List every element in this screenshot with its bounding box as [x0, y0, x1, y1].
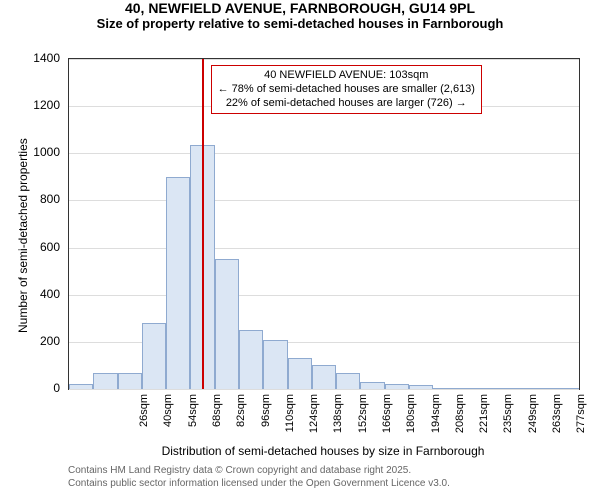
- histogram-bar: [433, 388, 457, 389]
- histogram-bar: [93, 373, 117, 390]
- x-axis-label: Distribution of semi-detached houses by …: [68, 444, 578, 458]
- histogram-bar: [142, 323, 166, 389]
- histogram-bar: [263, 340, 287, 390]
- histogram-bar: [69, 384, 93, 389]
- footer-line2: Contains public sector information licen…: [68, 477, 450, 490]
- chart-title-line1: 40, NEWFIELD AVENUE, FARNBOROUGH, GU14 9…: [0, 0, 600, 16]
- gridline: [69, 248, 579, 249]
- y-tick-label: 800: [0, 192, 60, 206]
- histogram-bar: [215, 259, 239, 389]
- marker-line: [202, 59, 204, 389]
- footer-line1: Contains HM Land Registry data © Crown c…: [68, 464, 450, 477]
- chart-footer: Contains HM Land Registry data © Crown c…: [68, 464, 450, 490]
- y-tick-label: 600: [0, 240, 60, 254]
- histogram-bar: [506, 388, 530, 389]
- plot-area: 40 NEWFIELD AVENUE: 103sqm← 78% of semi-…: [68, 58, 580, 390]
- annotation-line: 40 NEWFIELD AVENUE: 103sqm: [218, 69, 475, 83]
- histogram-bar: [530, 388, 554, 389]
- histogram-bar: [385, 384, 409, 389]
- histogram-bar: [166, 177, 190, 389]
- annotation-line: ← 78% of semi-detached houses are smalle…: [218, 83, 475, 97]
- histogram-bar: [312, 365, 336, 389]
- gridline: [69, 295, 579, 296]
- gridline: [69, 153, 579, 154]
- y-tick-label: 1000: [0, 145, 60, 159]
- annotation-line: 22% of semi-detached houses are larger (…: [218, 97, 475, 111]
- y-tick-label: 1400: [0, 51, 60, 65]
- histogram-bar: [458, 388, 482, 389]
- chart-title-line2: Size of property relative to semi-detach…: [0, 16, 600, 31]
- histogram-bar: [336, 373, 360, 390]
- histogram-bar: [288, 358, 312, 389]
- y-tick-label: 400: [0, 287, 60, 301]
- y-tick-label: 0: [0, 381, 60, 395]
- histogram-bar: [482, 388, 506, 389]
- histogram-bar: [409, 385, 433, 389]
- y-axis-label: Number of semi-detached properties: [16, 138, 30, 333]
- histogram-bar: [239, 330, 263, 389]
- histogram-bar: [360, 382, 384, 389]
- gridline: [69, 200, 579, 201]
- chart-container: 40, NEWFIELD AVENUE, FARNBOROUGH, GU14 9…: [0, 0, 600, 500]
- y-tick-label: 200: [0, 334, 60, 348]
- gridline: [69, 389, 579, 390]
- gridline: [69, 59, 579, 60]
- histogram-bar: [118, 373, 142, 390]
- annotation-box: 40 NEWFIELD AVENUE: 103sqm← 78% of semi-…: [211, 65, 482, 114]
- y-tick-label: 1200: [0, 98, 60, 112]
- histogram-bar: [555, 388, 579, 389]
